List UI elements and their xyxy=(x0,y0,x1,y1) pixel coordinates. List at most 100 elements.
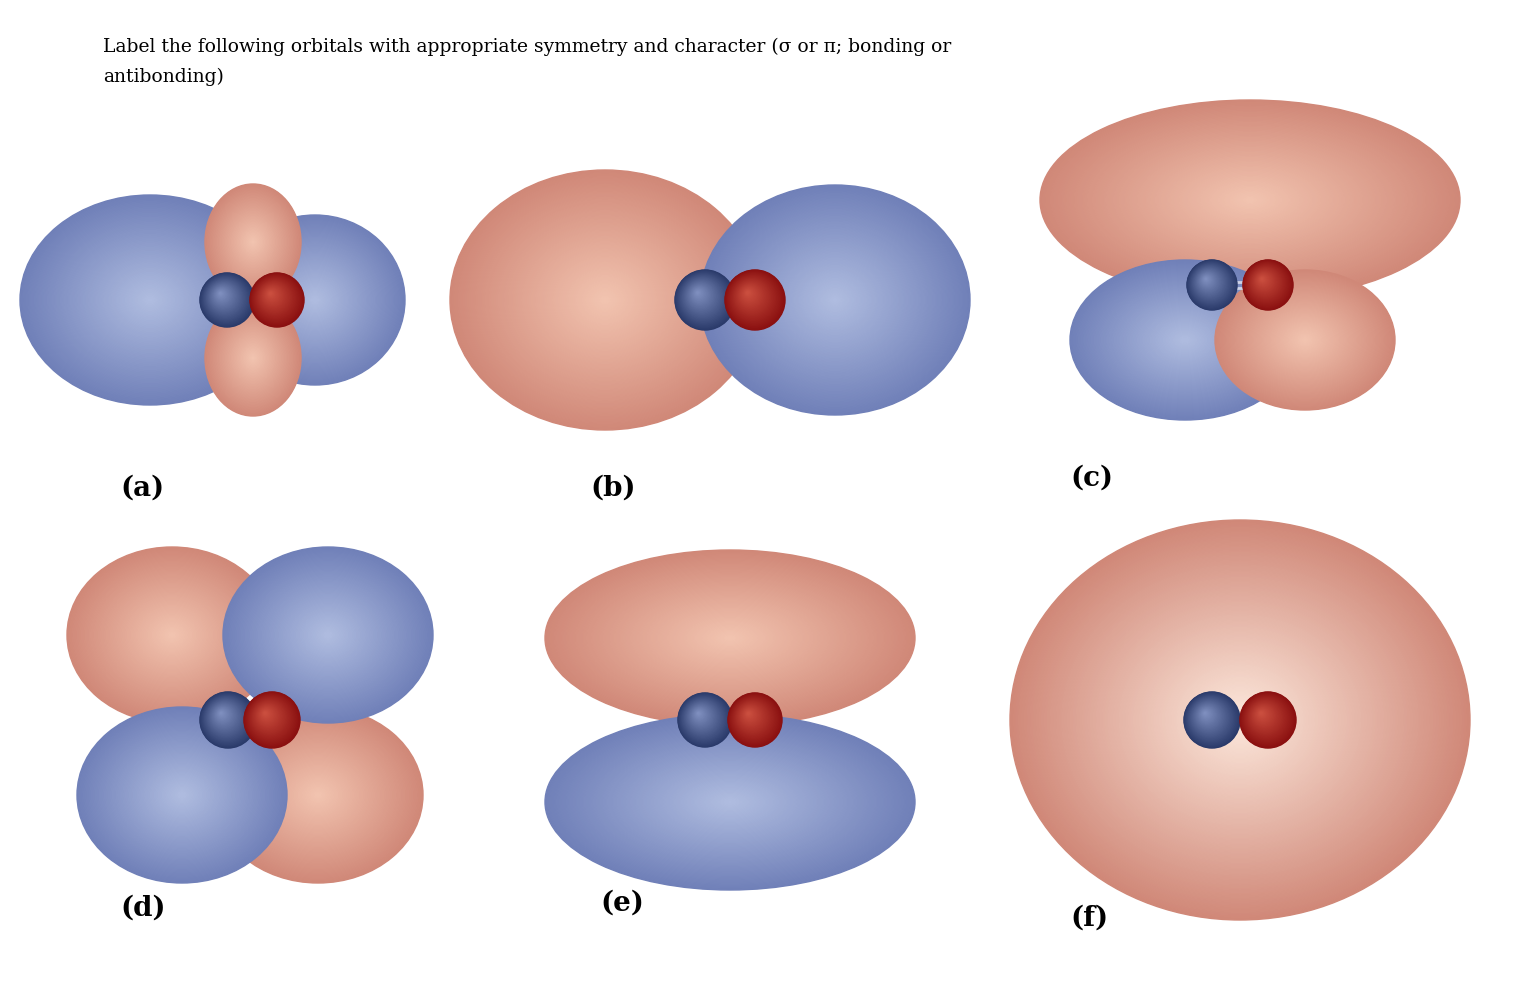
Ellipse shape xyxy=(481,196,729,404)
Circle shape xyxy=(694,290,703,299)
Circle shape xyxy=(252,700,285,734)
Ellipse shape xyxy=(1126,299,1243,381)
Ellipse shape xyxy=(146,613,199,657)
Circle shape xyxy=(208,282,240,314)
Ellipse shape xyxy=(219,316,288,400)
Circle shape xyxy=(1195,268,1224,297)
Ellipse shape xyxy=(1034,540,1447,900)
Ellipse shape xyxy=(220,319,285,397)
Ellipse shape xyxy=(257,244,373,356)
Ellipse shape xyxy=(780,254,890,346)
Ellipse shape xyxy=(62,229,238,371)
Circle shape xyxy=(1245,696,1289,741)
Ellipse shape xyxy=(720,202,950,398)
Circle shape xyxy=(216,289,228,301)
Ellipse shape xyxy=(1087,122,1413,278)
Ellipse shape xyxy=(759,235,911,365)
Ellipse shape xyxy=(721,798,739,807)
Circle shape xyxy=(203,694,252,743)
Ellipse shape xyxy=(682,779,779,825)
Ellipse shape xyxy=(225,215,405,385)
Circle shape xyxy=(213,704,235,727)
Ellipse shape xyxy=(718,200,952,399)
Ellipse shape xyxy=(603,577,858,698)
Circle shape xyxy=(211,703,237,729)
Circle shape xyxy=(739,704,762,727)
Ellipse shape xyxy=(302,782,334,809)
Ellipse shape xyxy=(1246,295,1363,386)
Ellipse shape xyxy=(543,248,666,352)
Circle shape xyxy=(217,290,226,300)
Ellipse shape xyxy=(757,233,912,366)
Ellipse shape xyxy=(694,620,767,655)
Circle shape xyxy=(692,707,707,722)
Ellipse shape xyxy=(674,776,785,829)
Ellipse shape xyxy=(1166,655,1315,785)
Circle shape xyxy=(1252,704,1275,727)
Ellipse shape xyxy=(466,183,744,417)
Ellipse shape xyxy=(452,171,757,429)
Ellipse shape xyxy=(1299,336,1310,345)
Ellipse shape xyxy=(240,342,266,374)
Ellipse shape xyxy=(530,236,680,364)
Ellipse shape xyxy=(32,204,269,396)
Ellipse shape xyxy=(243,230,263,254)
Ellipse shape xyxy=(64,230,237,370)
Ellipse shape xyxy=(1195,173,1305,226)
Ellipse shape xyxy=(85,562,258,707)
Circle shape xyxy=(744,708,756,720)
Circle shape xyxy=(694,708,706,721)
Circle shape xyxy=(686,281,716,312)
Ellipse shape xyxy=(231,332,275,384)
Ellipse shape xyxy=(638,758,823,846)
Ellipse shape xyxy=(1122,617,1359,823)
Ellipse shape xyxy=(1230,190,1271,210)
Ellipse shape xyxy=(82,559,263,710)
Ellipse shape xyxy=(291,278,339,323)
Circle shape xyxy=(735,281,768,314)
Circle shape xyxy=(1252,269,1278,296)
Ellipse shape xyxy=(77,707,287,883)
Ellipse shape xyxy=(159,624,185,646)
Ellipse shape xyxy=(307,292,323,309)
Ellipse shape xyxy=(512,222,698,378)
Ellipse shape xyxy=(240,343,266,373)
Ellipse shape xyxy=(1111,133,1389,267)
Ellipse shape xyxy=(108,733,255,857)
Ellipse shape xyxy=(829,295,842,306)
Ellipse shape xyxy=(1140,147,1360,253)
Ellipse shape xyxy=(606,742,855,862)
Circle shape xyxy=(1204,277,1210,283)
Ellipse shape xyxy=(304,290,326,311)
Ellipse shape xyxy=(1268,312,1342,369)
Circle shape xyxy=(1257,709,1268,719)
Ellipse shape xyxy=(563,559,897,717)
Ellipse shape xyxy=(663,771,797,834)
Circle shape xyxy=(726,272,783,328)
Circle shape xyxy=(209,283,238,312)
Ellipse shape xyxy=(272,260,358,341)
Circle shape xyxy=(219,292,223,296)
Circle shape xyxy=(214,706,232,724)
Circle shape xyxy=(1254,271,1275,293)
Ellipse shape xyxy=(222,321,284,396)
Circle shape xyxy=(1258,710,1264,717)
Circle shape xyxy=(1199,273,1217,290)
Ellipse shape xyxy=(1201,176,1299,223)
Circle shape xyxy=(214,288,229,303)
Circle shape xyxy=(1189,263,1233,307)
Circle shape xyxy=(1192,700,1227,734)
Ellipse shape xyxy=(815,283,855,318)
Circle shape xyxy=(1252,270,1277,294)
Ellipse shape xyxy=(709,628,751,648)
Ellipse shape xyxy=(1157,647,1324,793)
Ellipse shape xyxy=(1137,146,1363,254)
Circle shape xyxy=(208,281,241,314)
Ellipse shape xyxy=(314,792,322,799)
Ellipse shape xyxy=(469,186,741,414)
Ellipse shape xyxy=(1264,309,1345,372)
Ellipse shape xyxy=(1230,282,1380,399)
Circle shape xyxy=(1243,261,1292,309)
Ellipse shape xyxy=(246,567,410,703)
Circle shape xyxy=(244,692,301,748)
